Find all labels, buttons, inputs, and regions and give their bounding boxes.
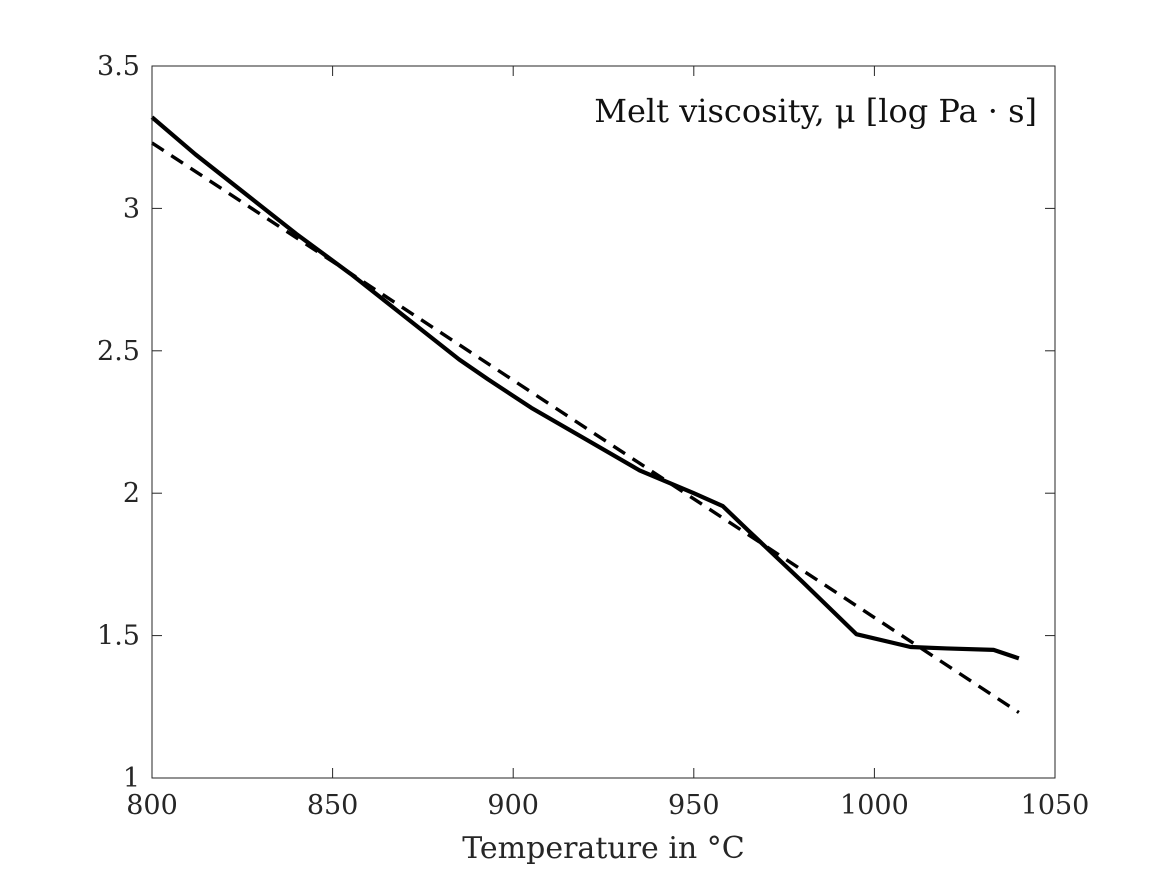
y-tick-label: 2 [123, 478, 140, 509]
x-tick-label: 1000 [840, 790, 909, 821]
x-tick-label: 900 [487, 790, 539, 821]
x-axis-title: Temperature in °C [462, 831, 744, 866]
y-tick-label: 1.5 [97, 621, 140, 652]
y-tick-label: 3.5 [97, 51, 140, 82]
x-tick-label: 950 [668, 790, 720, 821]
series-line-solid [150, 115, 1020, 661]
x-tick-label: 850 [307, 790, 359, 821]
plot-frame [151, 65, 1056, 779]
ticks-layer: 800 850 900 950 1000 1050 1 1.5 2 2.5 3 3.5 [97, 51, 1089, 821]
x-tick-label: 1050 [1021, 790, 1090, 821]
series-layer [150, 115, 1020, 714]
y-tick-label: 1 [123, 763, 140, 794]
y-tick-label: 3 [123, 193, 140, 224]
series-line-dashed [151, 141, 1020, 714]
y-tick-label: 2.5 [97, 336, 140, 367]
x-tick-label: 800 [126, 790, 178, 821]
viscosity-annotation: Melt viscosity, μ [log Pa · s] [594, 92, 1037, 130]
